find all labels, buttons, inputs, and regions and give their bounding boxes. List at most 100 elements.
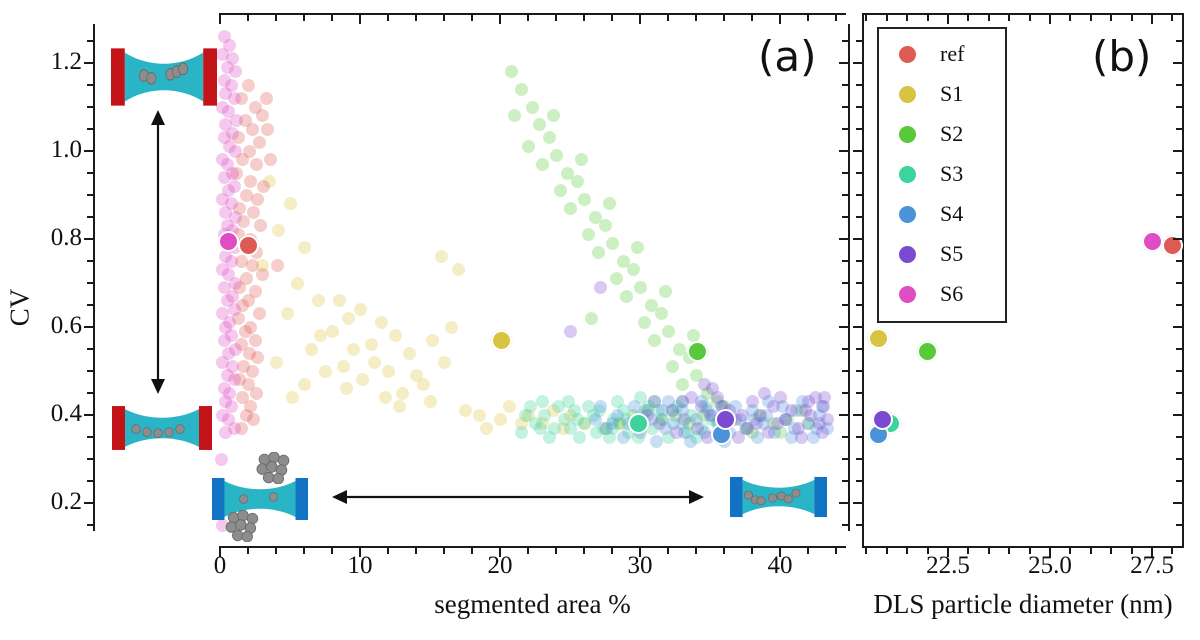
point-S4 <box>801 417 815 431</box>
point-ref <box>242 144 256 158</box>
x-tick-label: 40 <box>767 552 793 579</box>
point-S5 <box>594 280 608 294</box>
tick-mark <box>219 548 221 557</box>
point-S3 <box>534 421 548 435</box>
point-S1 <box>392 399 406 413</box>
tick-mark <box>583 15 585 21</box>
point-S1 <box>556 421 570 435</box>
panel-a-x-axis-label: segmented area % <box>434 589 631 619</box>
point-S6 <box>216 307 230 321</box>
tick-mark <box>853 150 862 152</box>
point-S4 <box>779 412 793 426</box>
point-S2 <box>514 82 528 96</box>
point-S2 <box>766 417 780 431</box>
tick-mark <box>842 458 848 460</box>
point-S6 <box>217 280 231 294</box>
point-S4 <box>599 421 613 435</box>
point-S1 <box>336 360 350 374</box>
point-S1 <box>563 408 577 422</box>
point-S5 <box>801 395 815 409</box>
point-S1 <box>444 320 458 334</box>
point-ref <box>248 100 262 114</box>
point-S6 <box>227 421 241 435</box>
tick-mark <box>87 524 93 526</box>
point-S5 <box>818 390 832 404</box>
tick-mark <box>856 436 862 438</box>
point-S6 <box>219 87 233 101</box>
tick-mark <box>842 480 848 482</box>
tick-mark <box>667 15 669 21</box>
tick-mark <box>639 15 641 24</box>
point-S6 <box>219 118 233 132</box>
closed-nanochannel-red-caps-few-particles-icon <box>111 47 217 107</box>
point-S1 <box>514 417 528 431</box>
tick-mark <box>87 304 93 306</box>
tick-mark <box>1151 15 1153 24</box>
panel-b-bottom-spine <box>862 546 1184 548</box>
point-S6 <box>224 197 238 211</box>
tick-mark <box>779 548 781 557</box>
tick-mark <box>1176 106 1182 108</box>
point-S4 <box>588 412 602 426</box>
point-S4 <box>821 421 835 435</box>
tick-mark <box>839 326 848 328</box>
point-S1 <box>458 404 472 418</box>
y-tick-label: 1.0 <box>50 136 82 163</box>
point-ref <box>244 320 258 334</box>
tick-mark <box>415 548 417 554</box>
point-S4 <box>756 417 770 431</box>
point-S1 <box>409 368 423 382</box>
point-S5 <box>690 421 704 435</box>
point-S1 <box>297 241 311 255</box>
point-S6 <box>217 74 231 88</box>
tick-mark <box>842 172 848 174</box>
point-S6 <box>223 140 237 154</box>
point-S4 <box>700 404 714 418</box>
point-S4 <box>767 426 781 440</box>
tick-mark <box>842 436 848 438</box>
point-S5 <box>669 426 683 440</box>
point-S6 <box>220 294 234 308</box>
point-S3 <box>570 412 584 426</box>
point-S1 <box>325 324 339 338</box>
tick-mark <box>839 502 848 504</box>
tick-mark <box>1069 548 1072 554</box>
tick-mark <box>387 548 389 554</box>
tick-mark <box>1176 128 1182 130</box>
point-S2 <box>574 153 588 167</box>
point-S6 <box>223 38 237 52</box>
point-S4 <box>683 434 697 448</box>
point-S2 <box>672 342 686 356</box>
legend-label: S2 <box>940 121 964 146</box>
tick-mark <box>947 15 949 24</box>
mean-point-S1-b <box>868 327 890 349</box>
point-S2 <box>598 219 612 233</box>
tick-mark <box>331 15 333 21</box>
point-S2 <box>644 298 658 312</box>
legend-marker-S3 <box>899 165 916 183</box>
point-ref <box>231 311 245 325</box>
point-S5 <box>731 430 745 444</box>
point-S3 <box>704 412 718 426</box>
tick-mark <box>723 548 725 554</box>
tick-mark <box>1008 15 1011 21</box>
point-S2 <box>563 201 577 215</box>
tick-mark <box>853 414 862 416</box>
point-S5 <box>766 399 780 413</box>
tick-mark <box>856 106 862 108</box>
point-S6 <box>216 100 230 114</box>
point-S2 <box>581 228 595 242</box>
point-S3 <box>685 408 699 422</box>
point-ref <box>263 153 277 167</box>
point-S4 <box>650 434 664 448</box>
point-S3 <box>633 390 647 404</box>
tick-mark <box>695 548 697 554</box>
point-ref <box>240 408 254 422</box>
point-S3 <box>563 421 577 435</box>
legend-item-ref: ref <box>879 34 1005 74</box>
tick-mark <box>87 480 93 482</box>
point-S1 <box>374 316 388 330</box>
point-S2 <box>658 285 672 299</box>
point-S1 <box>521 408 535 422</box>
tick-mark <box>856 40 862 42</box>
